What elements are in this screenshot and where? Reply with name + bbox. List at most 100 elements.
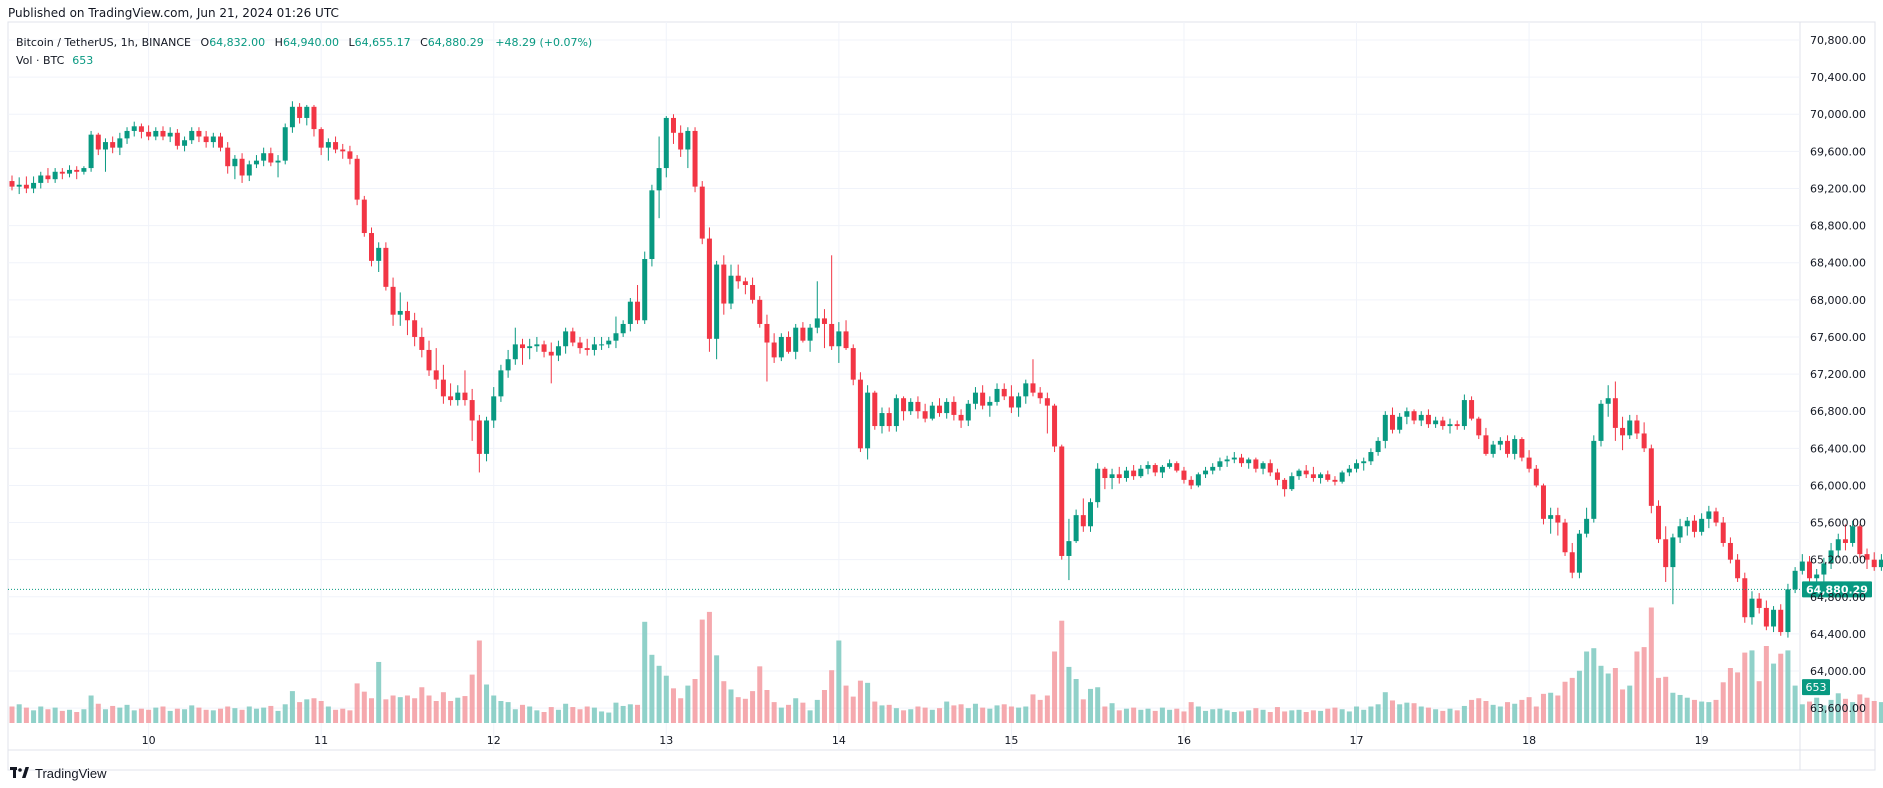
candle-body: [893, 398, 899, 427]
candle-body: [1274, 472, 1280, 480]
volume-bar: [1123, 708, 1129, 723]
volume-bar: [1274, 707, 1280, 723]
published-header: Published on TradingView.com, Jun 21, 20…: [8, 6, 339, 20]
price-tick-label: 68,400.00: [1810, 257, 1866, 270]
candle-body: [1346, 468, 1352, 473]
candle-body: [1584, 518, 1590, 534]
candle-body: [555, 346, 561, 356]
volume-bar: [1799, 704, 1805, 723]
candle-body: [218, 136, 224, 148]
volume-bar: [1612, 668, 1618, 723]
volume-bar: [476, 640, 482, 723]
candle-body: [1267, 463, 1273, 473]
volume-bar: [167, 710, 173, 723]
candle-body: [1720, 522, 1726, 543]
candle-body: [1059, 446, 1065, 556]
volume-bar: [1778, 653, 1784, 723]
volume-bar: [1210, 709, 1216, 723]
candle-body: [124, 130, 130, 139]
volume-bar: [1512, 703, 1518, 723]
price-tick-label: 70,800.00: [1810, 34, 1866, 47]
volume-bar: [922, 707, 928, 723]
volume-bar: [160, 706, 166, 723]
candle-body: [1605, 398, 1611, 404]
volume-layer: [9, 607, 1883, 723]
volume-bar: [412, 698, 418, 723]
volume-bar: [340, 708, 346, 723]
candle-body: [850, 348, 856, 380]
volume-bar: [1720, 682, 1726, 723]
change-value: +48.29 (+0.07%): [495, 36, 593, 49]
footer-brand[interactable]: TradingView: [10, 763, 107, 783]
candle-body: [1174, 463, 1180, 471]
candle-body: [1332, 479, 1338, 482]
candle-body: [958, 414, 964, 421]
volume-bar: [685, 685, 691, 723]
candle-body: [131, 126, 137, 131]
volume-bar: [1203, 710, 1209, 723]
candle-body: [857, 379, 863, 449]
volume-bar: [915, 706, 921, 723]
candle-body: [1368, 452, 1374, 462]
volume-bar: [88, 695, 94, 723]
volume-bar: [1095, 687, 1101, 723]
volume-bar: [735, 697, 741, 723]
candle-body: [1152, 465, 1158, 473]
candle-body: [1016, 396, 1022, 408]
volume-bar: [110, 705, 116, 723]
candle-body: [1742, 578, 1748, 618]
volume-bar: [1864, 697, 1870, 723]
volume-label[interactable]: Vol · BTC: [16, 54, 65, 67]
volume-bar: [246, 706, 252, 723]
volume-bar: [1713, 699, 1719, 723]
volume-bar: [1562, 681, 1568, 723]
volume-bar: [1296, 709, 1302, 723]
candle-body: [404, 310, 410, 321]
price-tick-label: 68,800.00: [1810, 220, 1866, 233]
volume-bar: [1138, 709, 1144, 723]
volume-bar: [929, 709, 935, 723]
candle-body: [1447, 424, 1453, 427]
candle-body: [455, 392, 461, 401]
volume-bar: [1382, 692, 1388, 723]
chart-legend: Bitcoin / TetherUS, 1h, BINANCE O64,832.…: [16, 34, 592, 70]
candle-body: [1181, 470, 1187, 480]
volume-bar: [750, 691, 756, 723]
volume-bar: [944, 701, 950, 723]
candle-body: [548, 351, 554, 356]
candle-body: [1325, 474, 1331, 480]
candle-body: [1159, 466, 1165, 473]
candle-body: [1735, 559, 1741, 579]
volume-bar: [261, 707, 267, 723]
candle-body: [1318, 474, 1324, 479]
volume-bar: [570, 707, 576, 723]
candle-body: [419, 336, 425, 350]
candle-body: [1814, 574, 1820, 579]
volume-bar: [1691, 699, 1697, 723]
volume-bar: [541, 712, 547, 723]
candle-body: [1145, 465, 1151, 469]
candle-body: [1519, 439, 1525, 458]
volume-bar: [189, 705, 195, 723]
candle-body: [1627, 420, 1633, 436]
volume-bar: [1332, 707, 1338, 723]
candle-body: [1246, 459, 1252, 464]
volume-bar: [1080, 699, 1086, 723]
date-tick-label: 13: [659, 734, 673, 747]
candle-body: [1555, 515, 1561, 523]
volume-bar: [138, 708, 144, 723]
candle-body: [778, 336, 784, 358]
volume-legend-row[interactable]: Vol · BTC 653: [16, 52, 592, 70]
volume-bar: [81, 709, 87, 723]
footer-brand-label: TradingView: [35, 765, 107, 781]
symbol-title[interactable]: Bitcoin / TetherUS, 1h, BINANCE: [16, 36, 192, 49]
candle-body: [1418, 414, 1424, 421]
close-value: 64,880.29: [427, 36, 484, 49]
pane-frame: [7, 21, 1876, 771]
volume-bar: [1238, 711, 1244, 723]
volume-bar: [1066, 666, 1072, 723]
candle-body: [649, 190, 655, 260]
volume-bar: [1246, 710, 1252, 723]
ohlc-legend-row[interactable]: Bitcoin / TetherUS, 1h, BINANCE O64,832.…: [16, 34, 592, 52]
